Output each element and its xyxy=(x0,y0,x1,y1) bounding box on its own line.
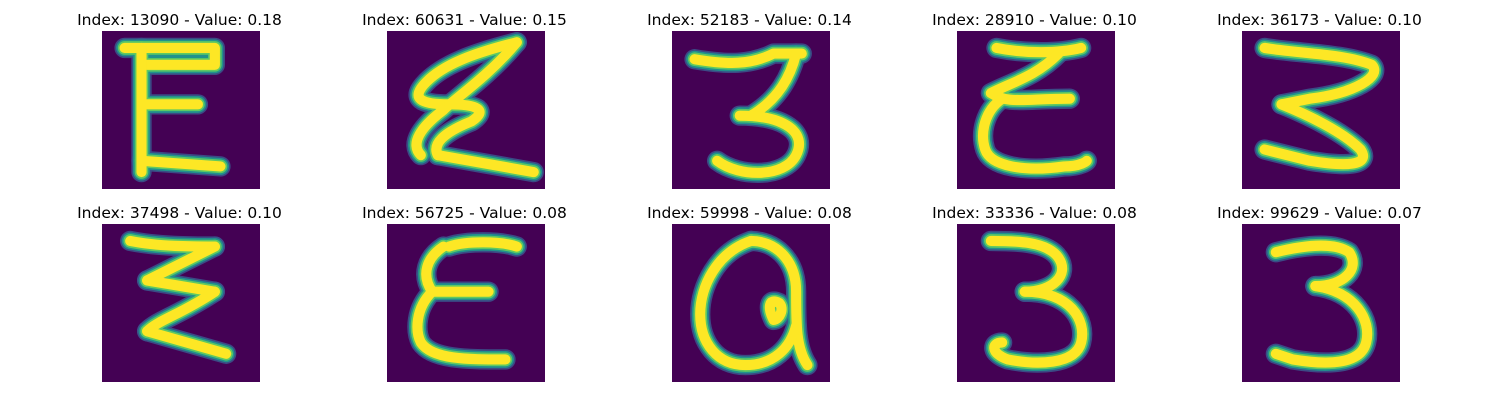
glyph-stroke xyxy=(985,235,1068,297)
glyph-stroke xyxy=(1259,42,1380,110)
glyph-stroke xyxy=(125,235,220,252)
glyph-stroke xyxy=(412,286,511,365)
image-panel: Index: 56725 - Value: 0.08 xyxy=(322,203,607,388)
glyph-stroke xyxy=(689,48,807,68)
glyph-stroke xyxy=(991,42,1087,58)
panel-title: Index: 36173 - Value: 0.10 xyxy=(1217,11,1422,29)
digit-image xyxy=(672,224,830,382)
glyph-stroke xyxy=(413,37,522,110)
glyph-stroke xyxy=(432,150,539,178)
digit-image xyxy=(1242,224,1400,382)
glyph-stroke xyxy=(411,37,522,161)
glyph-stroke xyxy=(142,241,220,286)
glyph-stroke xyxy=(431,99,485,161)
glyph-stroke xyxy=(989,286,1088,368)
panel-title: Index: 59998 - Value: 0.08 xyxy=(647,204,852,222)
panel-title: Index: 33336 - Value: 0.08 xyxy=(932,204,1137,222)
image-panel: Index: 13090 - Value: 0.18 xyxy=(37,10,322,195)
glyph-stroke xyxy=(136,155,226,172)
glyph-stroke xyxy=(119,42,220,70)
panel-title: Index: 37498 - Value: 0.10 xyxy=(77,204,282,222)
digit-image xyxy=(102,224,260,382)
image-panel: Index: 52183 - Value: 0.14 xyxy=(607,10,892,195)
glyph-stroke xyxy=(443,237,522,252)
glyph-stroke xyxy=(142,275,220,297)
image-panel: Index: 60631 - Value: 0.15 xyxy=(322,10,607,195)
image-panel: Index: 59998 - Value: 0.08 xyxy=(607,203,892,388)
glyph-stroke xyxy=(1270,240,1358,292)
glyph-stroke xyxy=(745,235,813,371)
panel-title: Index: 56725 - Value: 0.08 xyxy=(362,204,567,222)
image-panel: Index: 36173 - Value: 0.10 xyxy=(1177,10,1462,195)
digit-image xyxy=(957,224,1115,382)
digit-image xyxy=(957,31,1115,189)
image-panel: Index: 28910 - Value: 0.10 xyxy=(892,10,1177,195)
panel-title: Index: 60631 - Value: 0.15 xyxy=(362,11,567,29)
panel-title: Index: 28910 - Value: 0.10 xyxy=(932,11,1137,29)
digit-image xyxy=(102,31,260,189)
digit-image xyxy=(387,31,545,189)
image-panel: Index: 33336 - Value: 0.08 xyxy=(892,203,1177,388)
glyph-stroke xyxy=(985,48,1075,106)
glyph-stroke xyxy=(142,326,232,359)
digit-image xyxy=(387,224,545,382)
glyph-stroke xyxy=(764,296,787,326)
glyph-stroke xyxy=(745,48,802,121)
panel-title: Index: 99629 - Value: 0.07 xyxy=(1217,204,1422,222)
panel-title: Index: 13090 - Value: 0.18 xyxy=(77,11,282,29)
glyph-stroke xyxy=(712,110,805,178)
digit-image xyxy=(1242,31,1400,189)
glyph-stroke xyxy=(1270,280,1373,368)
glyph-stroke xyxy=(978,93,1092,174)
digit-image xyxy=(672,31,830,189)
panel-title: Index: 52183 - Value: 0.14 xyxy=(647,11,852,29)
image-panel: Index: 99629 - Value: 0.07 xyxy=(1177,203,1462,388)
image-panel: Index: 37498 - Value: 0.10 xyxy=(37,203,322,388)
glyph-stroke xyxy=(1259,99,1368,170)
glyph-stroke xyxy=(695,235,802,371)
